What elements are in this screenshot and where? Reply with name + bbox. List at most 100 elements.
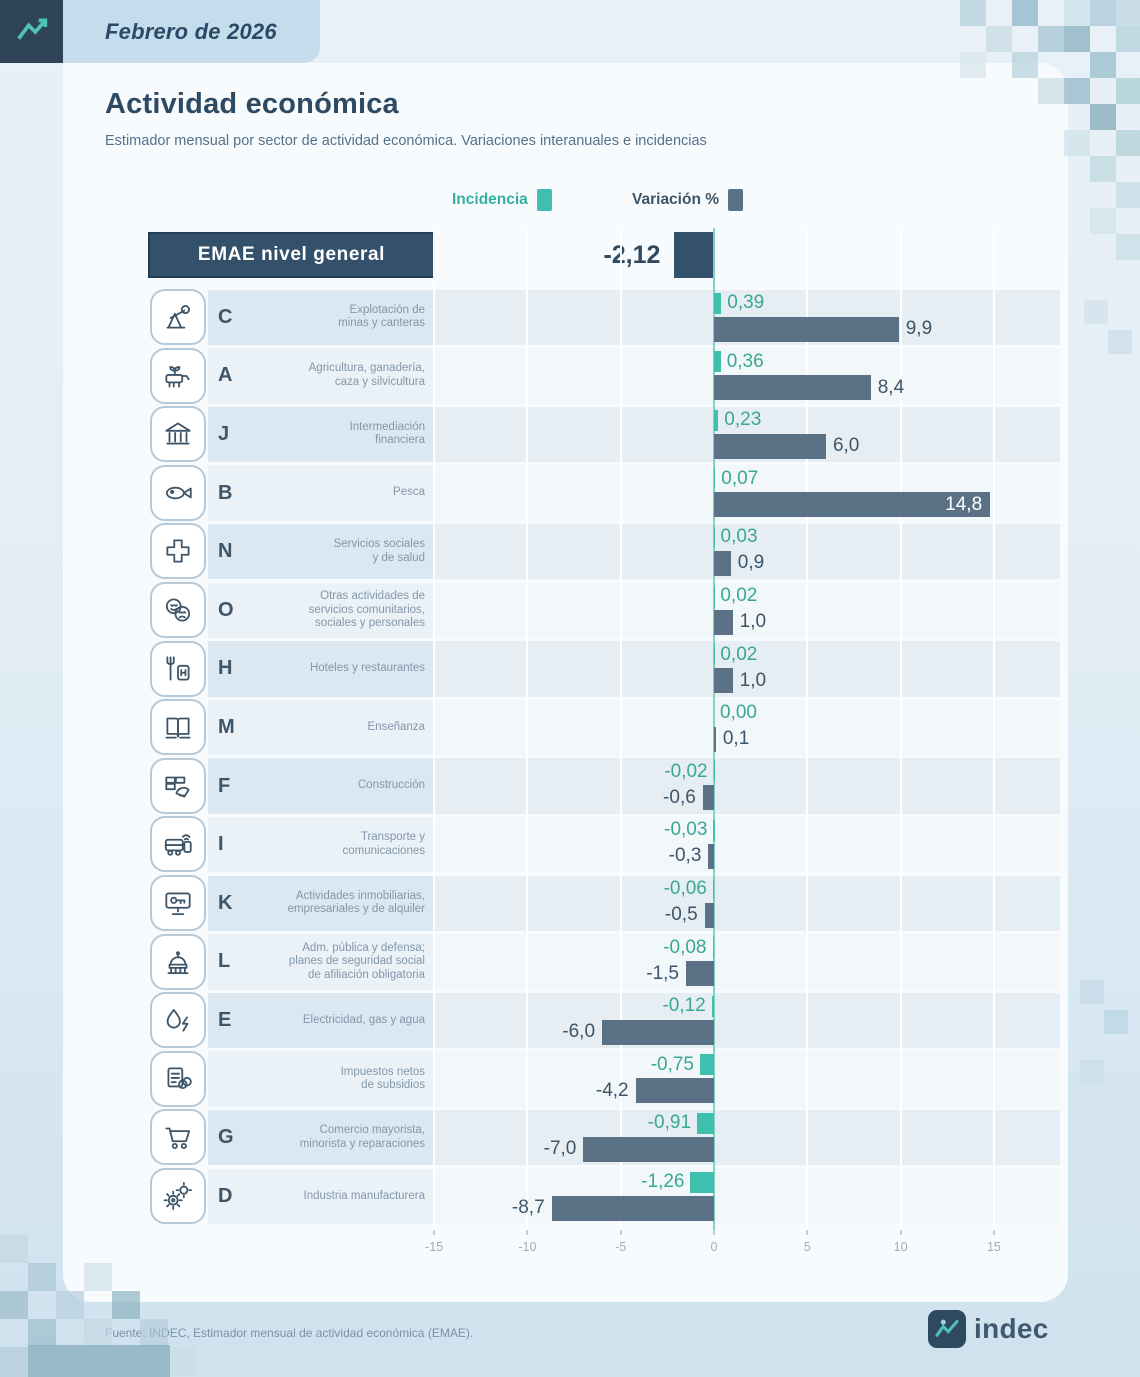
variacion-bar	[704, 902, 714, 928]
sector-icon-box	[150, 289, 206, 345]
mosaic-decoration	[960, 0, 986, 26]
sector-label: Explotación de minas y canteras	[338, 303, 425, 330]
sector-code: M	[218, 715, 235, 738]
variacion-value: -6,0	[562, 1021, 596, 1043]
incidencia-bar	[714, 644, 716, 666]
mosaic-decoration	[1064, 130, 1090, 156]
variacion-bar	[714, 668, 733, 694]
sector-plot-band	[435, 992, 1060, 1049]
variacion-bar	[714, 609, 733, 635]
mosaic-decoration	[84, 1263, 112, 1291]
legend-variacion-label: Variación %	[632, 191, 720, 208]
variacion-value: -0,5	[664, 904, 698, 925]
incidencia-value: -0,03	[664, 819, 708, 841]
axis-tick	[713, 1230, 715, 1235]
axis-tick	[899, 1230, 902, 1235]
variacion-bar	[635, 1078, 714, 1104]
incidencia-swatch-icon	[536, 189, 552, 211]
x-axis-label: -15	[425, 1240, 444, 1254]
date-banner: Febrero de 2026	[63, 0, 320, 63]
incidencia-bar	[714, 585, 716, 607]
mosaic-decoration	[56, 1291, 84, 1319]
incidencia-value: -0,75	[650, 1053, 694, 1075]
variacion-bar	[708, 843, 714, 869]
sector-plot-band	[435, 875, 1060, 932]
sector-plot-band	[435, 1168, 1060, 1225]
emae-general-header: EMAE nivel general	[148, 232, 435, 278]
incidencia-value: -0,06	[663, 878, 707, 899]
sector-plot-band	[435, 641, 1060, 697]
mosaic-decoration	[960, 52, 986, 78]
incidencia-bar	[697, 1112, 714, 1134]
x-axis-label: 5	[803, 1240, 811, 1254]
indec-logo-icon	[928, 1310, 966, 1348]
mosaic-decoration	[0, 1347, 30, 1377]
indec-logo-text: indec	[974, 1313, 1049, 1344]
mosaic-decoration	[168, 1347, 196, 1375]
legend-variacion: Variación %	[632, 188, 744, 212]
sector-icon-box	[150, 1168, 206, 1224]
legend-incidencia-label: Incidencia	[452, 191, 528, 208]
mosaic-decoration	[0, 1291, 28, 1319]
variacion-bar	[702, 785, 714, 811]
sector-icon-box	[150, 523, 206, 580]
sector-label: Comercio mayorista, minorista y reparaci…	[299, 1124, 425, 1150]
variacion-bar	[714, 375, 871, 401]
transport-icon	[164, 834, 192, 857]
sector-label: Servicios sociales y de salud	[333, 538, 425, 564]
legend-incidencia: Incidencia	[452, 188, 552, 212]
variacion-value: -7,0	[543, 1138, 577, 1160]
x-axis-label: -5	[615, 1240, 627, 1254]
sector-icon-box	[150, 816, 206, 873]
variacion-value: 1,0	[739, 669, 767, 691]
mosaic-decoration	[1116, 130, 1140, 156]
sector-code: G	[218, 1126, 234, 1149]
sector-code: A	[218, 364, 233, 387]
sector-code: K	[218, 891, 233, 914]
incidencia-bar	[714, 351, 721, 373]
sector-code: N	[218, 540, 233, 563]
variacion-bar	[714, 433, 826, 459]
sector-plot-band	[435, 699, 1060, 756]
sector-icon-box	[150, 699, 206, 756]
variacion-value: -1,5	[646, 962, 679, 984]
sector-label-band	[208, 523, 435, 580]
health-cross-icon	[166, 539, 190, 563]
sector-icon-box	[150, 582, 206, 638]
sector-icon-box	[150, 640, 206, 697]
variacion-value: -4,2	[595, 1079, 629, 1101]
incidencia-bar	[713, 761, 715, 783]
sector-label: Intermediación financiera	[349, 420, 425, 447]
sector-icon-box	[150, 347, 206, 404]
mosaic-decoration	[84, 1319, 112, 1347]
gridline	[619, 228, 622, 1230]
sector-plot-band	[435, 582, 1060, 639]
axis-tick	[992, 1230, 995, 1235]
fish-icon	[165, 486, 192, 500]
mosaic-decoration	[1012, 0, 1038, 26]
sector-label-band	[208, 875, 435, 932]
incidencia-bar	[711, 995, 714, 1017]
mosaic-decoration	[1038, 78, 1064, 104]
source-note: Fuente: INDEC, Estimador mensual de acti…	[105, 1326, 474, 1340]
mosaic-decoration	[1116, 234, 1140, 260]
mosaic-decoration	[986, 26, 1012, 52]
sector-code: I	[218, 833, 224, 856]
sector-icon-box	[150, 933, 206, 990]
x-axis-label: 10	[893, 1240, 908, 1254]
sector-code: O	[218, 598, 234, 621]
incidencia-value: 0,23	[724, 409, 762, 431]
date-label: Febrero de 2026	[105, 18, 277, 44]
sector-code: C	[218, 305, 233, 328]
sector-label-band	[208, 465, 435, 521]
axis-tick	[619, 1230, 622, 1235]
variacion-bar	[714, 726, 716, 752]
sector-icon-box	[150, 464, 206, 521]
sector-label-band	[208, 816, 435, 873]
variacion-bar	[583, 1136, 714, 1162]
variacion-value: 8,4	[877, 376, 905, 398]
sector-icon-box	[150, 992, 206, 1049]
mosaic-decoration	[1064, 78, 1090, 104]
sector-label: Electricidad, gas y agua	[302, 1013, 425, 1026]
sector-code: J	[218, 422, 230, 445]
